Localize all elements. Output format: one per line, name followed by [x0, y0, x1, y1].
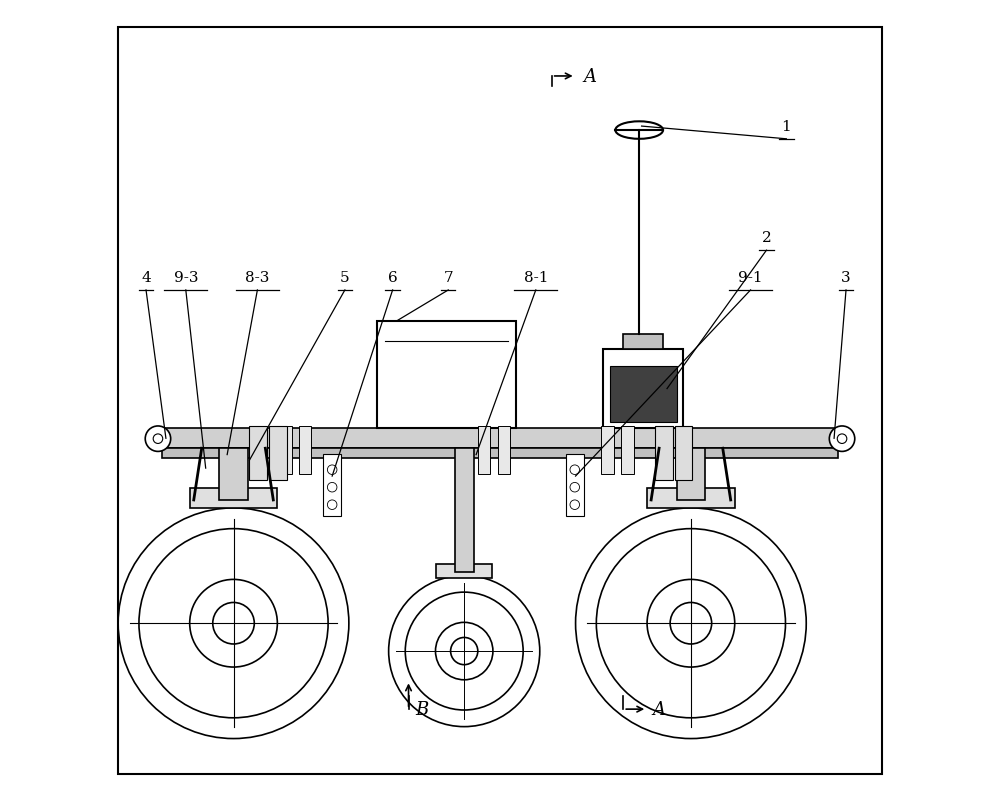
Text: 3: 3 — [841, 272, 851, 285]
Bar — [498, 426, 510, 473]
Bar — [647, 488, 735, 508]
Bar — [162, 449, 838, 458]
Text: B: B — [415, 701, 428, 718]
Bar — [249, 426, 267, 480]
Circle shape — [570, 482, 580, 492]
Text: 1: 1 — [781, 120, 791, 134]
Bar — [675, 426, 692, 480]
Circle shape — [647, 579, 735, 667]
Circle shape — [213, 602, 254, 644]
Circle shape — [153, 434, 163, 444]
Bar — [269, 426, 287, 480]
Text: 7: 7 — [443, 272, 453, 285]
Bar — [623, 335, 663, 348]
Bar — [610, 366, 677, 422]
Bar — [621, 426, 634, 473]
Circle shape — [118, 508, 349, 739]
Circle shape — [405, 592, 523, 710]
Circle shape — [451, 638, 478, 665]
Bar — [377, 321, 516, 429]
Text: A: A — [653, 701, 666, 718]
Circle shape — [190, 579, 277, 667]
Circle shape — [435, 622, 493, 680]
Text: 9-3: 9-3 — [174, 272, 198, 285]
Bar — [219, 449, 248, 500]
Text: 5: 5 — [340, 272, 350, 285]
Circle shape — [576, 508, 806, 739]
Bar — [677, 449, 705, 500]
Circle shape — [570, 465, 580, 474]
Circle shape — [327, 500, 337, 509]
Circle shape — [139, 529, 328, 718]
Circle shape — [389, 575, 540, 727]
Circle shape — [327, 482, 337, 492]
Text: 9-1: 9-1 — [738, 272, 763, 285]
Bar — [436, 564, 492, 578]
Text: 8-1: 8-1 — [524, 272, 548, 285]
Circle shape — [596, 529, 785, 718]
Text: 4: 4 — [141, 272, 151, 285]
Bar — [279, 426, 292, 473]
Circle shape — [327, 465, 337, 474]
Circle shape — [829, 426, 855, 452]
Bar — [323, 454, 341, 516]
Bar — [478, 426, 490, 473]
Text: 6: 6 — [388, 272, 397, 285]
Circle shape — [570, 500, 580, 509]
Bar — [154, 429, 846, 449]
Bar — [299, 426, 311, 473]
Bar — [655, 426, 673, 480]
Circle shape — [670, 602, 712, 644]
Bar — [455, 449, 474, 572]
Bar — [601, 426, 614, 473]
Circle shape — [837, 434, 847, 444]
Bar — [190, 488, 277, 508]
Bar — [566, 454, 584, 516]
Text: 8-3: 8-3 — [245, 272, 270, 285]
Circle shape — [145, 426, 171, 452]
Text: A: A — [584, 68, 597, 87]
Text: 2: 2 — [762, 231, 771, 245]
Bar — [603, 348, 683, 429]
